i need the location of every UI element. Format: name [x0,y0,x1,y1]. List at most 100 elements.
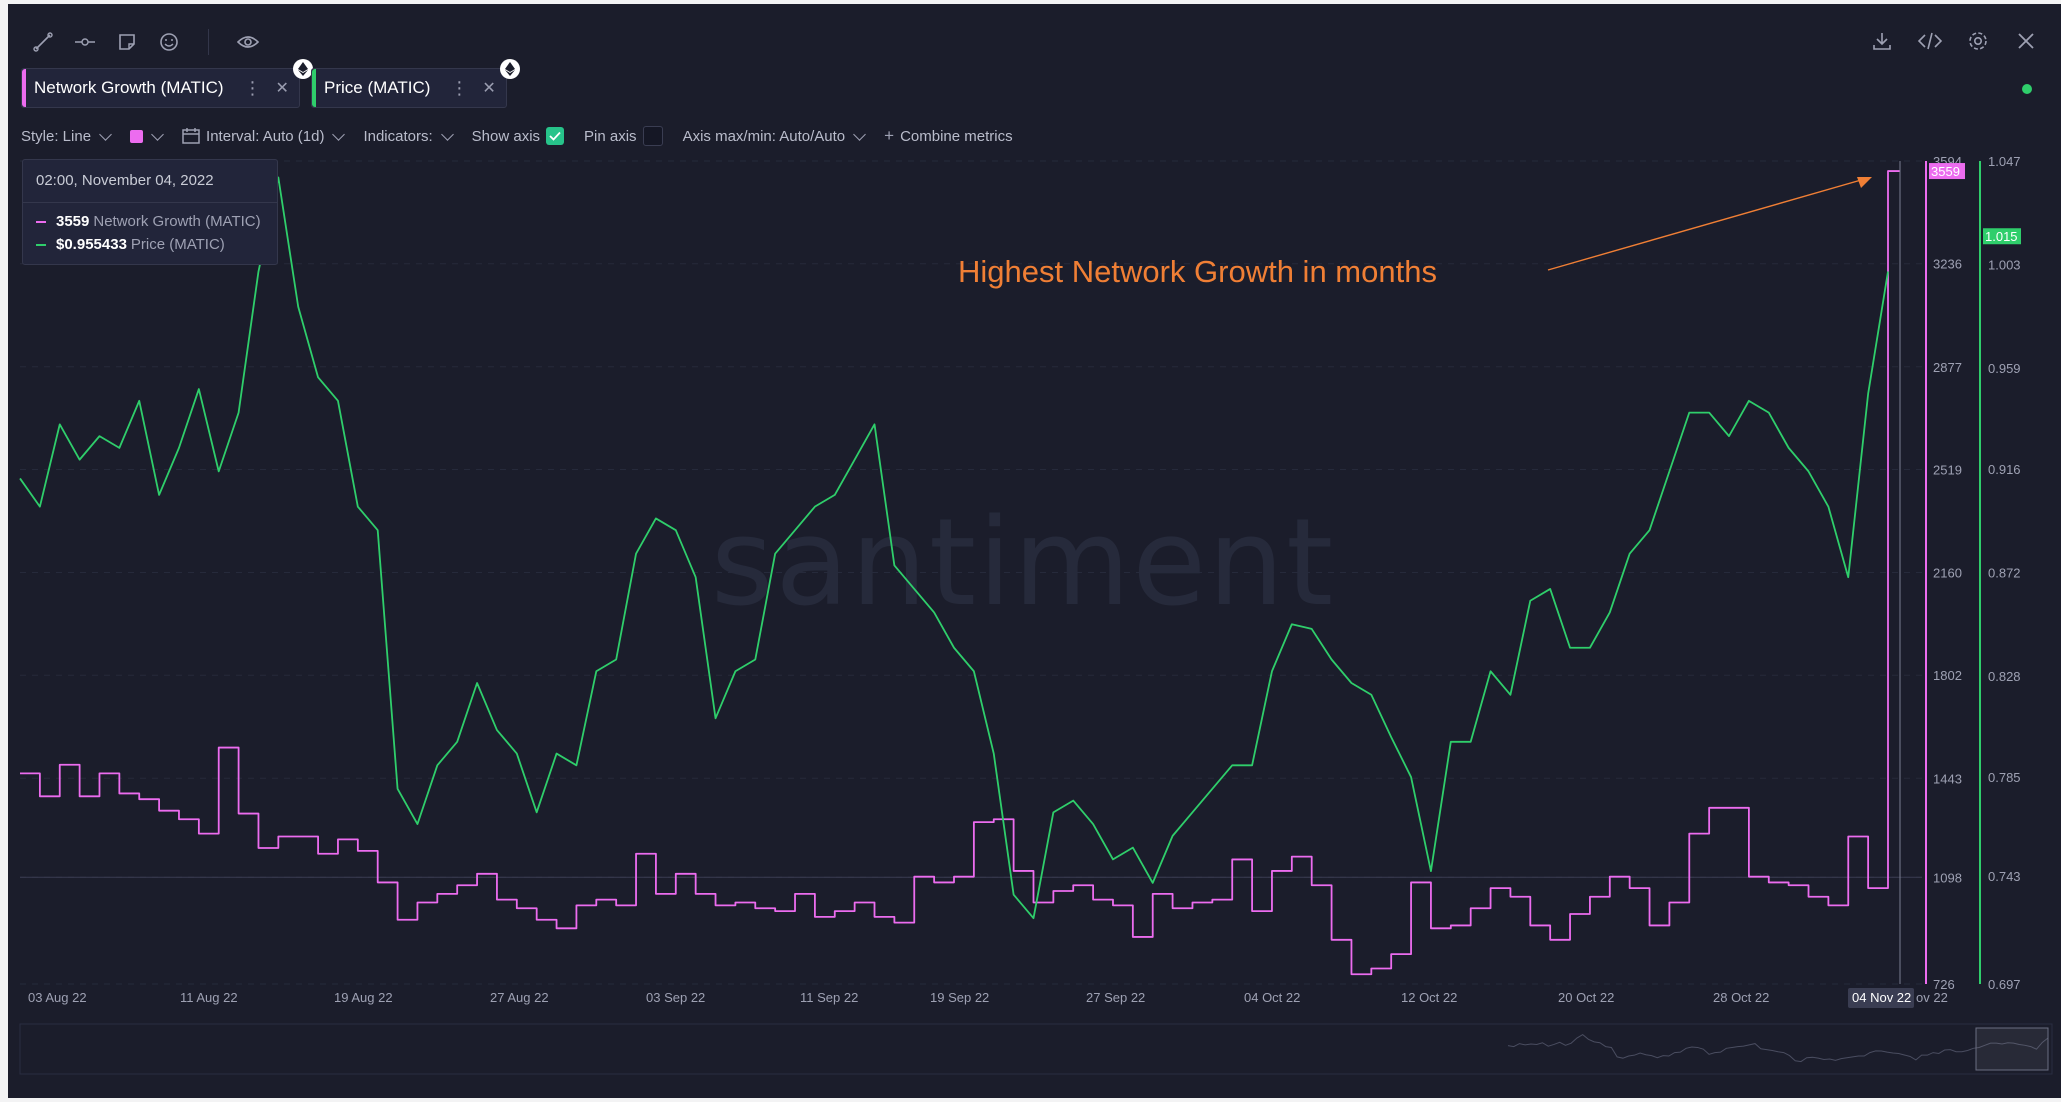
watermark-text: santiment [711,494,1335,633]
data-point [258,847,260,849]
data-point [913,876,915,878]
live-status-dot [2022,84,2032,94]
data-point [516,753,518,755]
line-draw-icon[interactable] [30,29,56,55]
data-point [814,506,816,508]
data-point [874,424,876,426]
interval-select[interactable]: Interval: Auto (1d) [182,128,346,145]
price-axis-tick: 0.785 [1988,770,2021,785]
close-icon[interactable] [2013,28,2039,54]
data-point [894,565,896,567]
data-point [258,271,260,273]
data-point [834,494,836,496]
navigator-price-line [1507,1033,2049,1063]
data-point [377,882,379,884]
data-point [1529,925,1531,927]
data-point [913,588,915,590]
x-axis-tick: 11 Sep 22 [800,990,858,1005]
data-point [1808,896,1810,898]
annotation-text: Highest Network Growth in months [958,254,1437,289]
data-point [138,798,140,800]
network-axis-tick: 1098 [1933,870,1962,885]
axis-maxmin-label: Axis max/min: Auto/Auto [682,127,846,145]
data-point [1510,896,1512,898]
data-point [854,902,856,904]
data-point [1072,884,1074,886]
x-axis-tick: 28 Oct 22 [1713,990,1769,1005]
x-axis-highlight-tick: 04 Nov 22 [1852,990,1911,1005]
series-line-price [19,176,1889,920]
price-last-value-badge [1983,228,2021,245]
remove-metric-icon[interactable]: ✕ [275,80,289,97]
data-point [1212,788,1214,790]
chart-canvas[interactable]: santiment 726 1098 1443 1802 2160 2519 2877 3236… [8,4,2061,1098]
data-point [1688,833,1690,835]
show-axis-toggle[interactable]: Show axis [472,127,565,145]
data-point [456,741,458,743]
data-point [1251,765,1253,767]
data-point [1013,870,1015,872]
network-axis-tick: 3236 [1933,257,1962,272]
more-options-icon[interactable]: ⋮ [243,77,262,98]
x-axis-tick: 20 Oct 22 [1558,990,1614,1005]
pin-axis-checkbox[interactable] [642,126,663,146]
data-point [1748,876,1750,878]
metric-tab-network-growth[interactable]: Network Growth (MATIC) ⋮ ✕ [21,59,313,108]
tooltip-date: 02:00, November 04, 2022 [23,160,277,203]
show-axis-checkbox[interactable] [546,127,565,145]
data-point [1589,647,1591,649]
data-point [496,899,498,901]
axis-maxmin-select[interactable]: Axis max/min: Auto/Auto [682,127,867,145]
data-point [1271,670,1273,672]
data-point [317,377,319,379]
eye-icon[interactable] [235,29,261,55]
data-point [1867,887,1869,889]
data-point [1450,925,1452,927]
emoji-icon[interactable] [156,29,182,55]
data-point [615,659,617,661]
price-axis-tick: 0.743 [1988,869,2021,884]
data-point [953,876,955,878]
data-point [1589,896,1591,898]
more-options-icon[interactable]: ⋮ [450,77,469,98]
horizontal-line-icon[interactable] [72,29,98,55]
metric-tab-price[interactable]: Price (MATIC) ⋮ ✕ [311,59,520,108]
embed-code-icon[interactable] [1917,28,1943,54]
color-picker[interactable] [130,127,164,143]
price-axis-tick: 0.828 [1988,669,2021,684]
data-point [99,435,101,437]
data-point [1212,899,1214,901]
data-point [774,910,776,912]
combine-metrics-button[interactable]: + Combine metrics [884,126,1012,146]
data-point [337,839,339,841]
data-point [675,529,677,531]
data-point [1112,905,1114,907]
data-point [218,471,220,473]
data-point [1708,412,1710,414]
data-point [1549,588,1551,590]
data-point [1510,694,1512,696]
download-icon[interactable] [1869,28,1895,54]
data-point [1867,393,1869,395]
data-point [1470,907,1472,909]
note-icon[interactable] [114,29,140,55]
data-point [1808,471,1810,473]
metric-tab-label: Price (MATIC) [324,78,431,97]
indicators-select[interactable]: Indicators: [363,128,454,145]
network-axis-tick: 2519 [1933,462,1962,477]
price-axis-tick: 0.697 [1988,977,2021,992]
data-point [973,821,975,823]
data-point [1430,870,1432,872]
remove-metric-icon[interactable]: ✕ [482,80,496,97]
pin-axis-toggle[interactable]: Pin axis [584,126,663,146]
data-point [437,765,439,767]
data-point [138,400,140,402]
style-select[interactable]: Style: Line [21,128,112,145]
data-point [953,647,955,649]
data-point [695,893,697,895]
network-axis-tick: 1443 [1933,771,1962,786]
data-point [695,576,697,578]
settings-icon[interactable] [1965,28,1991,54]
data-point [39,796,41,798]
data-point [1033,902,1035,904]
